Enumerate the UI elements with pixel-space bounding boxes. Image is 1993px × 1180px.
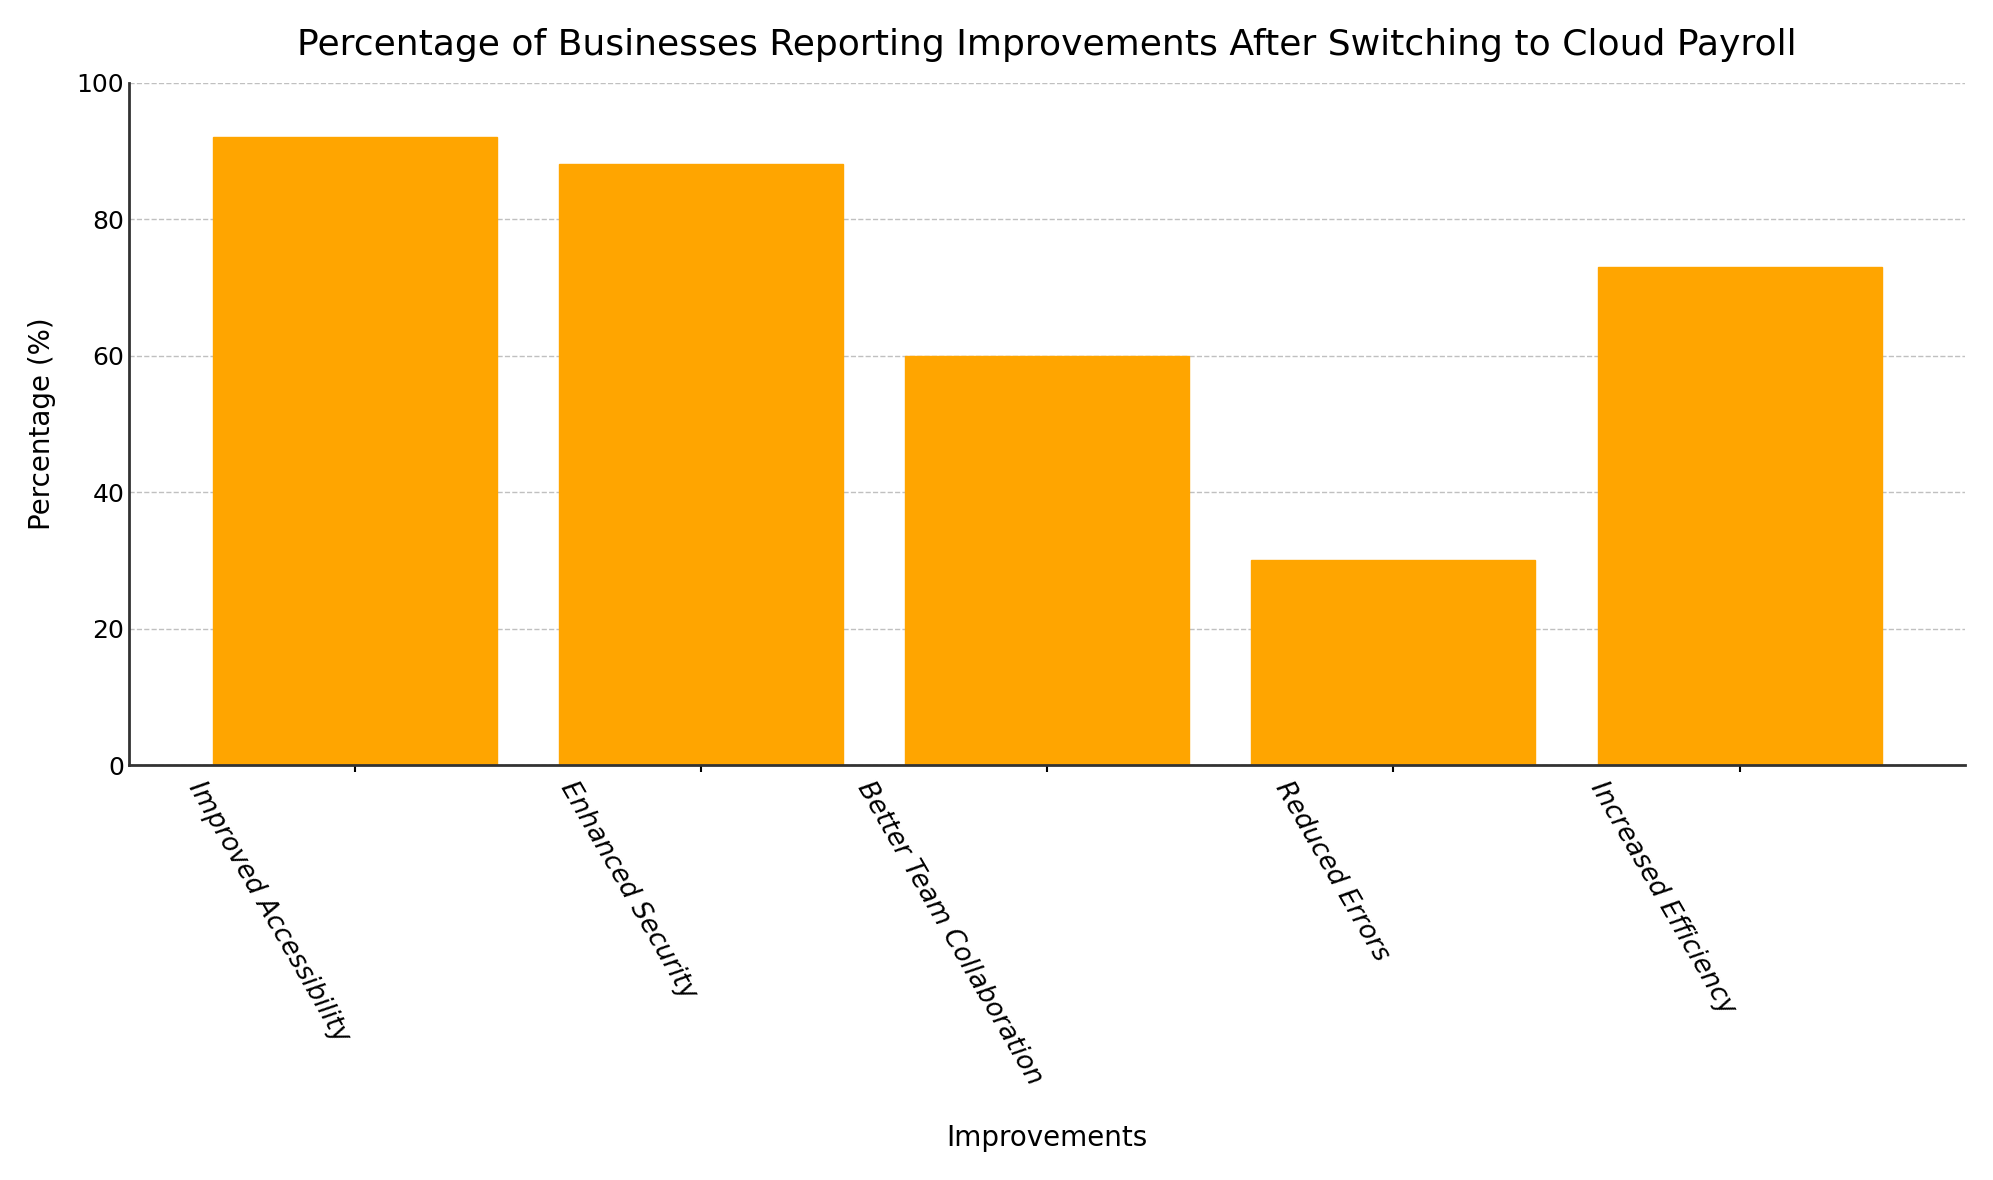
Bar [213, 137, 496, 765]
Bar [1252, 560, 1535, 765]
Bar [905, 355, 1190, 765]
Bar [558, 164, 843, 765]
Bar [1598, 267, 1881, 765]
X-axis label: Improvements: Improvements [947, 1125, 1148, 1152]
Y-axis label: Percentage (%): Percentage (%) [28, 317, 56, 530]
Title: Percentage of Businesses Reporting Improvements After Switching to Cloud Payroll: Percentage of Businesses Reporting Impro… [297, 28, 1798, 61]
